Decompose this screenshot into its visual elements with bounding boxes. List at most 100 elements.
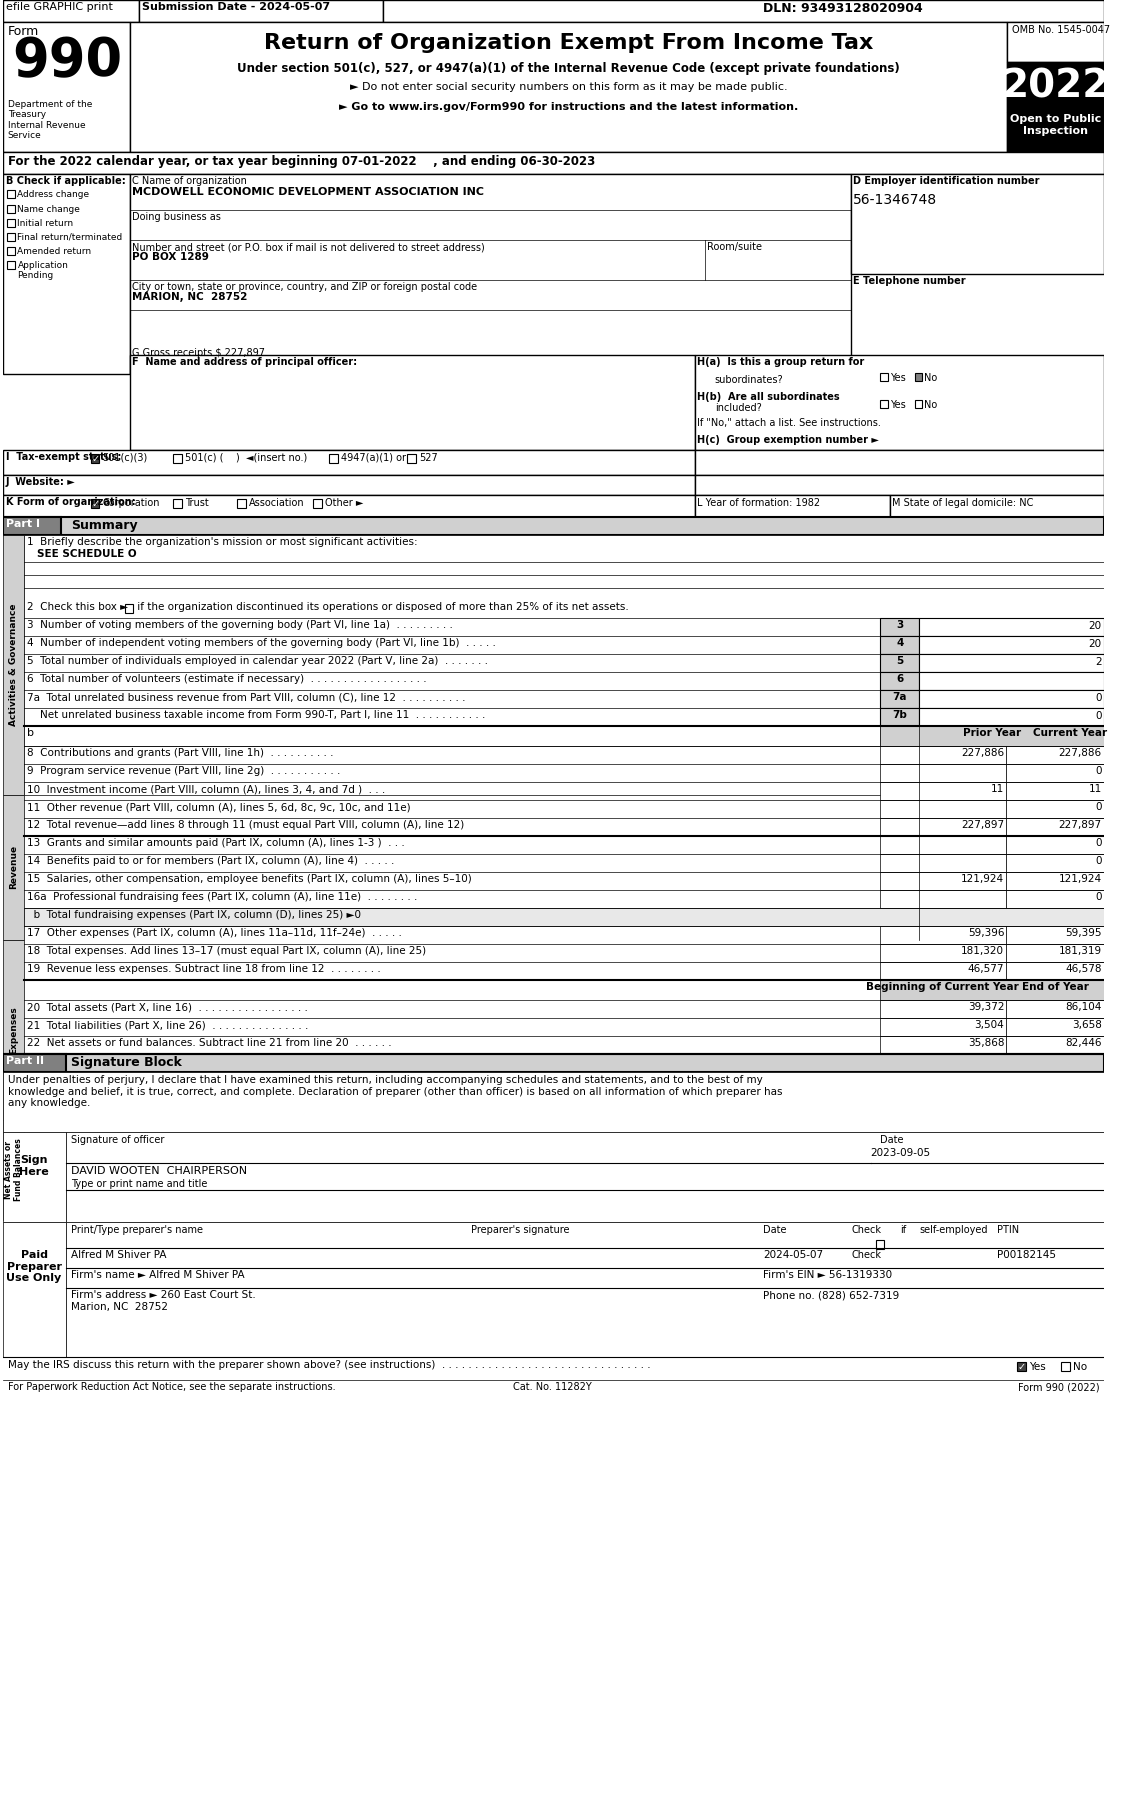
Text: 0: 0: [1095, 892, 1102, 902]
Bar: [383, 0, 1104, 22]
Text: Final return/terminated: Final return/terminated: [17, 232, 123, 241]
Text: Firm's EIN ► 56-1319330: Firm's EIN ► 56-1319330: [763, 1270, 893, 1281]
Text: Department of the
Treasury
Internal Revenue
Service: Department of the Treasury Internal Reve…: [8, 100, 93, 140]
Text: 990: 990: [12, 34, 123, 87]
Text: subordinates?: subordinates?: [715, 375, 784, 385]
Text: Paid
Preparer
Use Only: Paid Preparer Use Only: [7, 1250, 62, 1282]
Bar: [881, 1018, 1006, 1036]
Text: Signature of officer: Signature of officer: [71, 1136, 165, 1145]
Bar: [3, 535, 25, 795]
Bar: [3, 0, 1104, 22]
Bar: [3, 1072, 1104, 1132]
Bar: [1007, 22, 1104, 62]
Text: 0: 0: [1095, 693, 1102, 704]
Bar: [3, 1119, 25, 1221]
Text: No: No: [925, 401, 937, 410]
Text: 20: 20: [1088, 620, 1102, 631]
Text: 2022: 2022: [1001, 67, 1110, 105]
Text: H(b)  Are all subordinates: H(b) Are all subordinates: [697, 392, 840, 403]
Text: 227,886: 227,886: [961, 747, 1005, 758]
Text: 2: 2: [1095, 657, 1102, 668]
Text: 227,897: 227,897: [961, 820, 1005, 831]
Bar: [1006, 961, 1104, 980]
Bar: [3, 1054, 67, 1072]
Bar: [3, 1054, 1104, 1072]
Text: ✓: ✓: [91, 454, 99, 464]
Text: Part II: Part II: [6, 1056, 44, 1067]
Bar: [914, 401, 922, 408]
Text: Net unrelated business taxable income from Form 990-T, Part I, line 11  . . . . : Net unrelated business taxable income fr…: [27, 709, 485, 720]
Text: D Employer identification number: D Employer identification number: [854, 176, 1040, 187]
Text: Summary: Summary: [71, 519, 138, 532]
Bar: [1006, 746, 1104, 764]
Text: Return of Organization Exempt From Income Tax: Return of Organization Exempt From Incom…: [264, 33, 873, 53]
Text: 8  Contributions and grants (Part VIII, line 1h)  . . . . . . . . . .: 8 Contributions and grants (Part VIII, l…: [27, 747, 334, 758]
Text: 46,578: 46,578: [1066, 963, 1102, 974]
Bar: [7, 190, 15, 198]
Text: 3,658: 3,658: [1071, 1019, 1102, 1030]
Bar: [1006, 764, 1104, 782]
Text: 501(c)(3): 501(c)(3): [103, 454, 148, 463]
Text: 17  Other expenses (Part IX, column (A), lines 11a–11d, 11f–24e)  . . . . .: 17 Other expenses (Part IX, column (A), …: [27, 929, 402, 938]
Text: No: No: [925, 374, 937, 383]
Text: Number and street (or P.O. box if mail is not delivered to street address): Number and street (or P.O. box if mail i…: [132, 241, 484, 252]
Bar: [130, 174, 851, 374]
Bar: [881, 1036, 1006, 1054]
Bar: [25, 535, 1104, 795]
Text: Current Year: Current Year: [1033, 727, 1106, 738]
Text: 82,446: 82,446: [1066, 1038, 1102, 1048]
Bar: [25, 909, 1104, 925]
Text: Phone no. (828) 652-7319: Phone no. (828) 652-7319: [763, 1290, 900, 1301]
Bar: [7, 261, 15, 268]
Bar: [881, 925, 1006, 943]
Bar: [1006, 818, 1104, 836]
Text: Date: Date: [763, 1224, 787, 1235]
Text: Firm's name ► Alfred M Shiver PA: Firm's name ► Alfred M Shiver PA: [71, 1270, 245, 1281]
Bar: [695, 356, 1104, 450]
Text: 0: 0: [1095, 802, 1102, 813]
Text: 11: 11: [1088, 784, 1102, 795]
Text: PO BOX 1289: PO BOX 1289: [132, 252, 209, 261]
Bar: [881, 655, 919, 671]
Bar: [881, 1000, 1006, 1018]
Text: Signature Block: Signature Block: [71, 1056, 182, 1068]
Bar: [881, 401, 889, 408]
Bar: [330, 454, 339, 463]
Text: Net Assets or
Fund Balances: Net Assets or Fund Balances: [3, 1139, 24, 1201]
Bar: [408, 454, 417, 463]
Text: if: if: [900, 1224, 907, 1235]
Bar: [881, 671, 919, 689]
Bar: [695, 450, 1104, 475]
Text: b: b: [27, 727, 34, 738]
Bar: [25, 726, 881, 746]
Text: 59,395: 59,395: [1066, 929, 1102, 938]
Bar: [1061, 1362, 1069, 1371]
Bar: [890, 495, 1104, 517]
Text: 2  Check this box ►: 2 Check this box ►: [27, 602, 129, 611]
Text: 0: 0: [1095, 766, 1102, 776]
Text: 181,319: 181,319: [1059, 945, 1102, 956]
Text: Check: Check: [851, 1250, 881, 1261]
Bar: [695, 495, 890, 517]
Bar: [1007, 62, 1104, 112]
Text: Cat. No. 11282Y: Cat. No. 11282Y: [514, 1382, 593, 1391]
Bar: [3, 152, 1104, 174]
Text: 35,868: 35,868: [968, 1038, 1005, 1048]
Bar: [3, 0, 139, 22]
Bar: [881, 374, 889, 381]
Text: ► Go to www.irs.gov/Form990 for instructions and the latest information.: ► Go to www.irs.gov/Form990 for instruct…: [339, 102, 798, 112]
Text: 1  Briefly describe the organization's mission or most significant activities:: 1 Briefly describe the organization's mi…: [27, 537, 418, 548]
Text: 6  Total number of volunteers (estimate if necessary)  . . . . . . . . . . . . .: 6 Total number of volunteers (estimate i…: [27, 675, 427, 684]
Text: b  Total fundraising expenses (Part IX, column (D), lines 25) ►0: b Total fundraising expenses (Part IX, c…: [27, 911, 361, 920]
Text: 10  Investment income (Part VIII, column (A), lines 3, 4, and 7d )  . . .: 10 Investment income (Part VIII, column …: [27, 784, 385, 795]
Bar: [3, 1132, 67, 1223]
Text: Yes: Yes: [890, 401, 905, 410]
Text: self-employed: self-employed: [919, 1224, 988, 1235]
Text: C Name of organization: C Name of organization: [132, 176, 246, 187]
Text: Yes: Yes: [890, 374, 905, 383]
Text: Print/Type preparer's name: Print/Type preparer's name: [71, 1224, 203, 1235]
Text: K Form of organization:: K Form of organization:: [6, 497, 135, 506]
Text: J  Website: ►: J Website: ►: [6, 477, 76, 486]
Text: Corporation: Corporation: [103, 499, 160, 508]
Bar: [3, 174, 130, 374]
